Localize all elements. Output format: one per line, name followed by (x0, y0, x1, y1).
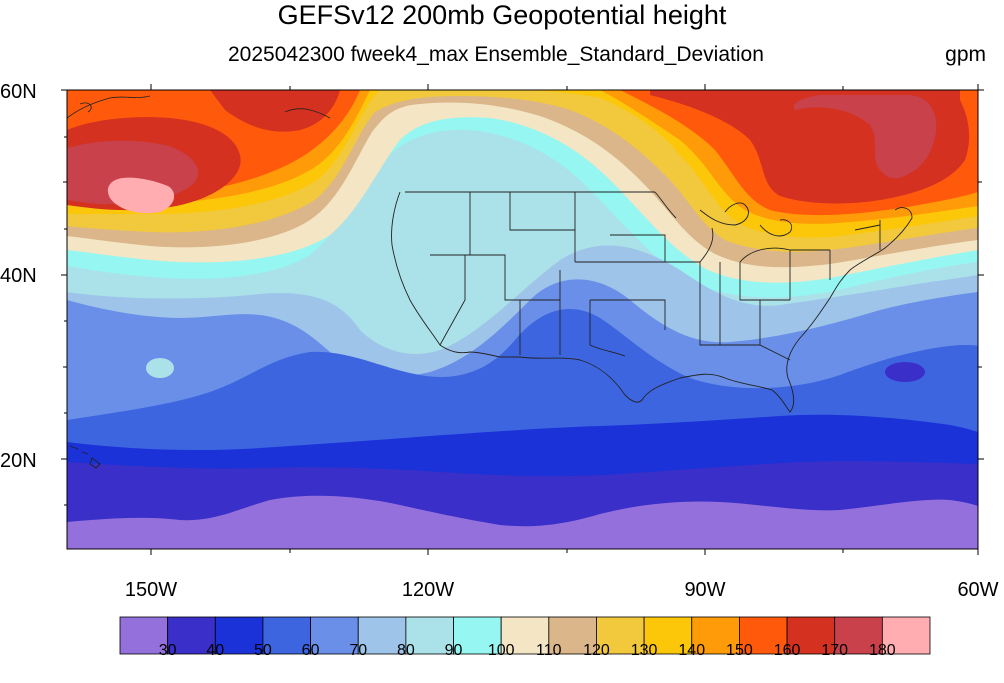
lat-label-20n: 20N (0, 450, 37, 472)
map-subtitle: 2025042300 fweek4_max Ensemble_Standard_… (228, 43, 764, 66)
colorbar-swatch (500, 616, 550, 655)
colorbar-swatch (310, 616, 359, 655)
colorbar-tick-label: 90 (444, 642, 463, 659)
colorbar-swatch (214, 616, 264, 655)
colorbar-swatch (691, 616, 740, 655)
band-30 (67, 495, 978, 549)
colorbar-tick-label: 170 (821, 642, 849, 659)
band-170 (67, 90, 970, 211)
colorbar-tick-label: 110 (536, 642, 562, 659)
colorbar (119, 616, 931, 655)
lon-label-150w: 150W (124, 579, 178, 601)
colorbar-swatch (643, 616, 693, 655)
colorbar-swatch (739, 616, 788, 655)
coastlines (391, 191, 913, 413)
colorbar-swatch (881, 616, 931, 655)
canada-coast (67, 95, 331, 119)
band-180 (107, 177, 175, 214)
colorbar-tick-label: 150 (726, 642, 753, 659)
lon-label-120w: 120W (401, 579, 455, 601)
colorbar-tick-label: 70 (349, 642, 368, 659)
map-frame (66, 89, 979, 550)
blob-90 (146, 358, 174, 378)
colorbar-tick-label: 100 (487, 642, 515, 659)
colorbar-swatch (596, 616, 645, 655)
colorbar-tick-label: 40 (206, 642, 225, 659)
colorbar-swatch (357, 616, 407, 655)
colorbar-tick-label: 80 (396, 642, 415, 659)
colorbar-tick-label: 30 (158, 642, 177, 659)
units-label: gpm (945, 43, 986, 66)
lat-label-60n: 60N (0, 81, 37, 103)
colorbar-swatch (548, 616, 597, 655)
blob-40 (885, 362, 925, 382)
lon-label-60w: 60W (957, 579, 999, 601)
hawaii-islands (69, 445, 101, 469)
colorbar-tick-label: 50 (254, 642, 272, 659)
colorbar-swatch (405, 616, 454, 655)
tick-marks (61, 84, 984, 555)
colorbar-tick-label: 160 (773, 642, 801, 659)
colorbar-swatch (167, 616, 216, 655)
colorbar-tick-label: 180 (868, 642, 896, 659)
colorbar-tick-label: 130 (630, 642, 658, 659)
colorbar-tick-label: 60 (301, 642, 320, 659)
colorbar-tick-label: 140 (678, 642, 706, 659)
lat-label-40n: 40N (0, 265, 37, 287)
contour-field (67, 90, 978, 549)
colorbar-swatch (834, 616, 883, 655)
colorbar-swatch (119, 616, 169, 655)
map-title: GEFSv12 200mb Geopotential height (277, 0, 727, 30)
colorbar-tick-label: 120 (583, 642, 610, 659)
lon-label-90w: 90W (684, 579, 726, 601)
